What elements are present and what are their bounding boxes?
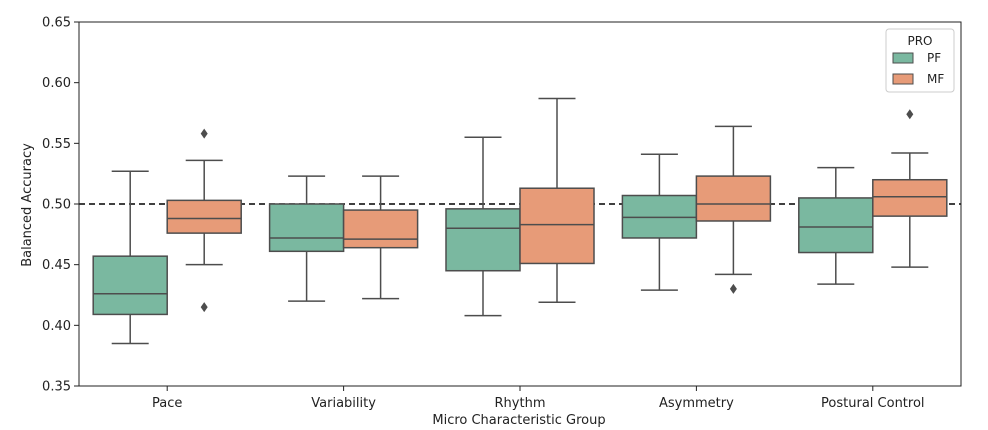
box-iqr [92, 255, 168, 316]
y-tick-label: 0.60 [42, 76, 71, 91]
box-iqr [342, 209, 419, 249]
x-tick-label: Rhythm [495, 396, 546, 411]
legend-swatch-pf [892, 52, 914, 64]
y-tick-label: 0.40 [42, 319, 71, 334]
x-tick-label: Pace [152, 396, 182, 411]
x-tick-label: Asymmetry [659, 396, 734, 411]
y-axis-label: Balanced Accuracy [20, 143, 35, 267]
box-iqr [798, 197, 874, 254]
box-iqr [872, 178, 948, 217]
box-mf-variability [342, 175, 419, 300]
legend-title: PRO [907, 34, 932, 48]
legend-swatch-mf [892, 73, 914, 85]
legend: PRO PF MF [885, 28, 955, 93]
y-tick-label: 0.45 [42, 258, 71, 273]
y-tick-label: 0.35 [42, 380, 71, 395]
boxes-layer [92, 97, 948, 345]
y-tick-label: 0.55 [42, 137, 71, 152]
box-pf-asymmetry [621, 153, 698, 291]
box-mf-postural-control [872, 109, 948, 268]
legend-label-mf: MF [927, 72, 944, 86]
outlier-point [200, 128, 208, 139]
box-iqr [445, 208, 521, 272]
y-tick-label: 0.65 [42, 16, 71, 31]
legend-label-pf: PF [927, 51, 941, 65]
outlier-point [906, 109, 914, 120]
box-mf-pace [166, 128, 242, 313]
x-tick-label: Postural Control [821, 396, 925, 411]
x-tick-label: Variability [311, 396, 376, 411]
box-pf-postural-control [798, 166, 874, 285]
box-iqr [519, 187, 595, 265]
box-iqr [695, 175, 772, 222]
outlier-point [729, 283, 737, 294]
axes-layer: 0.35 0.40 0.45 0.50 0.55 0.60 0.65 Pace Variabil… [42, 16, 962, 411]
box-mf-asymmetry [695, 125, 772, 294]
outlier-point [200, 302, 208, 313]
y-tick-label: 0.50 [42, 198, 71, 213]
box-pf-rhythm [445, 136, 521, 317]
box-iqr [268, 203, 345, 253]
box-pf-pace [92, 170, 168, 345]
box-pf-variability [268, 175, 345, 302]
box-iqr [166, 199, 242, 234]
x-axis-label: Micro Characteristic Group [432, 413, 605, 428]
box-mf-rhythm [519, 97, 595, 304]
